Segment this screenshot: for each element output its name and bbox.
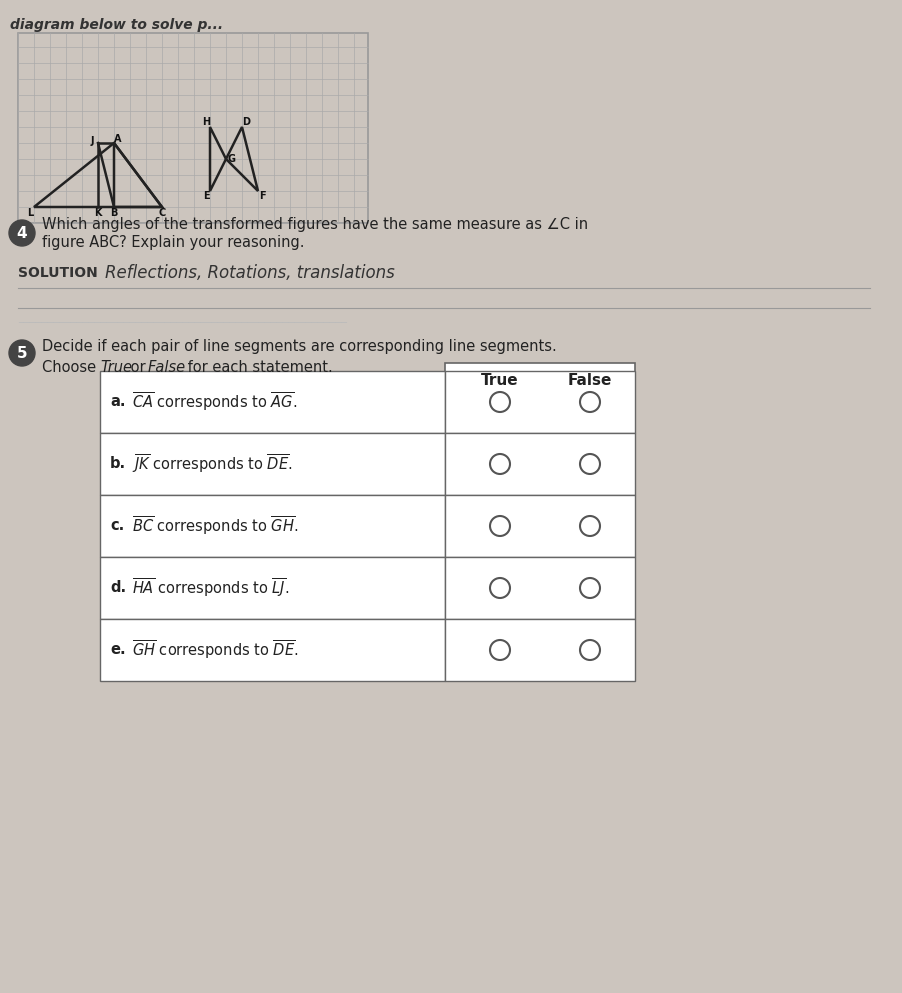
Text: $\overline{HA}$ corresponds to $\overline{LJ}$.: $\overline{HA}$ corresponds to $\overlin…: [132, 576, 290, 600]
Text: False: False: [568, 373, 612, 388]
Text: Reflections, Rotations, translations: Reflections, Rotations, translations: [105, 264, 395, 282]
Text: or: or: [126, 360, 151, 375]
Text: J: J: [90, 136, 94, 146]
Text: B: B: [110, 208, 117, 218]
Text: 5: 5: [17, 346, 27, 360]
Text: figure ABC? Explain your reasoning.: figure ABC? Explain your reasoning.: [42, 235, 305, 250]
Text: ────────────────────────────────────────────────────────: ────────────────────────────────────────…: [18, 318, 347, 328]
Text: $\overline{JK}$ corresponds to $\overline{DE}$.: $\overline{JK}$ corresponds to $\overlin…: [132, 453, 292, 476]
Text: $\overline{GH}$ corresponds to $\overline{DE}$.: $\overline{GH}$ corresponds to $\overlin…: [132, 638, 299, 661]
Text: Decide if each pair of line segments are corresponding line segments.: Decide if each pair of line segments are…: [42, 340, 557, 355]
Text: c.: c.: [110, 518, 124, 533]
Text: Which angles of the transformed figures have the same measure as ∠C in: Which angles of the transformed figures …: [42, 217, 588, 232]
Text: for each statement.: for each statement.: [183, 360, 333, 375]
Text: 4: 4: [17, 225, 27, 240]
Circle shape: [9, 340, 35, 366]
Text: L: L: [27, 208, 33, 218]
Text: True: True: [481, 373, 519, 388]
Text: SOLUTION: SOLUTION: [18, 266, 97, 280]
Text: G: G: [228, 154, 236, 164]
Text: D: D: [242, 117, 250, 127]
Text: diagram below to solve p...: diagram below to solve p...: [10, 18, 223, 32]
FancyBboxPatch shape: [100, 557, 445, 619]
Text: a.: a.: [110, 394, 125, 409]
FancyBboxPatch shape: [18, 33, 368, 223]
Text: Choose: Choose: [42, 360, 101, 375]
FancyBboxPatch shape: [445, 495, 635, 557]
Text: A: A: [115, 134, 122, 144]
Text: H: H: [202, 117, 210, 127]
FancyBboxPatch shape: [100, 371, 445, 433]
Text: E: E: [203, 191, 209, 201]
FancyBboxPatch shape: [445, 433, 635, 495]
FancyBboxPatch shape: [445, 363, 635, 398]
FancyBboxPatch shape: [445, 371, 635, 433]
FancyBboxPatch shape: [100, 495, 445, 557]
FancyBboxPatch shape: [100, 619, 445, 681]
FancyBboxPatch shape: [445, 619, 635, 681]
Circle shape: [9, 220, 35, 246]
Text: e.: e.: [110, 642, 125, 657]
Text: K: K: [94, 208, 102, 218]
Text: b.: b.: [110, 457, 126, 472]
Text: $\overline{CA}$ corresponds to $\overline{AG}$.: $\overline{CA}$ corresponds to $\overlin…: [132, 390, 298, 413]
Text: d.: d.: [110, 581, 126, 596]
FancyBboxPatch shape: [100, 433, 445, 495]
Text: F: F: [259, 191, 265, 201]
Text: False: False: [148, 360, 186, 375]
FancyBboxPatch shape: [445, 557, 635, 619]
Text: True: True: [100, 360, 132, 375]
Text: C: C: [159, 208, 166, 218]
Text: $\overline{BC}$ corresponds to $\overline{GH}$.: $\overline{BC}$ corresponds to $\overlin…: [132, 514, 299, 537]
